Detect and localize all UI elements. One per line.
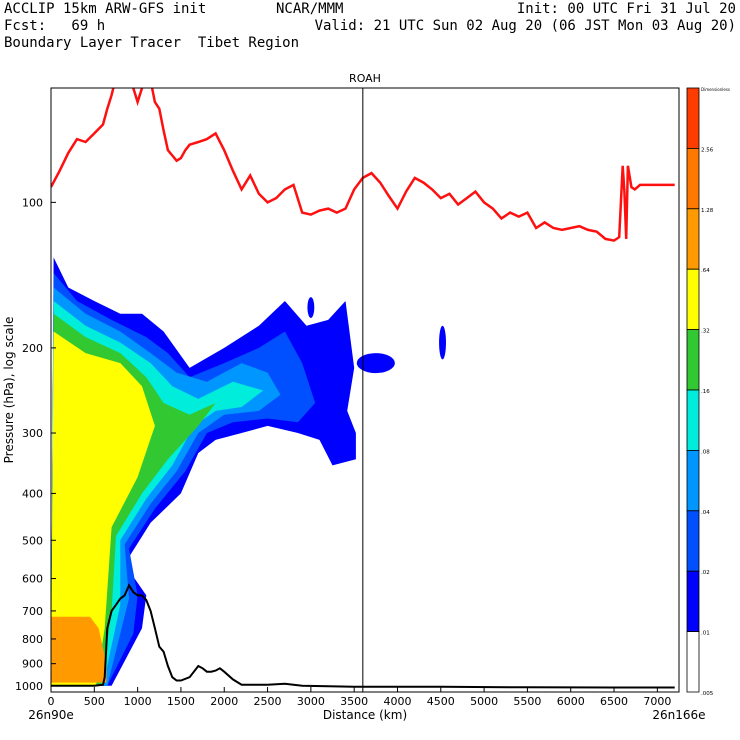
colorbar-swatch — [686, 631, 700, 693]
tracer-blob-1 — [439, 325, 446, 360]
x-axis-label: Distance (km) — [323, 708, 407, 722]
colorbar-label: .005 — [701, 691, 714, 697]
x-tick-label: 4500 — [427, 695, 455, 708]
colorbar-swatch — [686, 570, 700, 633]
plot-frame — [50, 87, 680, 693]
colorbar-swatch — [686, 87, 700, 149]
x-tick-label: 6500 — [600, 695, 628, 708]
colorbar-label: .16 — [701, 389, 710, 395]
colorbar-swatch — [686, 268, 700, 331]
terrain-line — [51, 583, 675, 689]
header-line2-right: Valid: 21 UTC Sun 02 Aug 20 (06 JST Mon … — [314, 18, 736, 34]
colorbar-label: .01 — [701, 631, 710, 637]
header-line1-mid: NCAR/MMM — [276, 1, 344, 17]
x-tick-label: 1500 — [167, 695, 195, 708]
y-axis-label: Pressure (hPa), log scale — [2, 317, 16, 464]
x-tick-label: 2500 — [254, 695, 282, 708]
colorbar-label: .02 — [701, 570, 710, 576]
left-endpoint-label: 26n90e — [28, 708, 74, 722]
x-tick-label: 4000 — [383, 695, 411, 708]
colorbar-swatch — [686, 510, 700, 572]
colorbar-label: Dimensionless — [701, 87, 730, 92]
y-tick-label: 400 — [22, 487, 43, 500]
y-tick-label: 200 — [22, 342, 43, 355]
x-tick-label: 6000 — [557, 695, 585, 708]
y-tick-label: 900 — [22, 658, 43, 671]
x-tick-label: 0 — [48, 695, 55, 708]
x-tick-label: 3500 — [340, 695, 368, 708]
header-line1-right: Init: 00 UTC Fri 31 Jul 20 — [516, 1, 736, 17]
colorbar-label: 1.28 — [701, 208, 714, 214]
y-tick-label: 700 — [22, 605, 43, 618]
tracer-blob-0 — [356, 353, 395, 374]
colorbar-label: .64 — [701, 268, 710, 274]
x-tick-label: 500 — [84, 695, 105, 708]
colorbar-label: .08 — [701, 449, 710, 455]
colorbar-swatch — [686, 147, 700, 210]
tracer-shade-6 — [51, 616, 107, 683]
y-tick-label: 600 — [22, 573, 43, 586]
colorbar-swatch — [686, 329, 700, 391]
colorbar-swatch — [686, 389, 700, 451]
right-endpoint-label: 26n166e — [652, 708, 705, 722]
y-tick-label: 300 — [22, 427, 43, 440]
chart-title: ROAH — [349, 72, 381, 85]
y-tick-label: 800 — [22, 633, 43, 646]
header-line2-left: Fcst: 69 h — [4, 18, 106, 34]
x-tick-label: 5000 — [470, 695, 498, 708]
header-line1-left: ACCLIP 15km ARW-GFS init — [4, 1, 207, 17]
tracer-blob-2 — [307, 297, 315, 318]
x-tick-label: 3000 — [297, 695, 325, 708]
tracer-shade-5 — [51, 331, 155, 686]
header-line3-left: Boundary Layer Tracer Tibet Region — [4, 35, 300, 51]
y-tick-label: 100 — [22, 196, 43, 209]
x-tick-label: 2000 — [210, 695, 238, 708]
x-tick-label: 5500 — [513, 695, 541, 708]
colorbar-label: .04 — [701, 510, 710, 516]
colorbar-label: .32 — [701, 329, 710, 335]
x-tick-label: 7000 — [643, 695, 671, 708]
colorbar-swatch — [686, 208, 700, 270]
x-tick-label: 1000 — [124, 695, 152, 708]
colorbar-label: 2.56 — [701, 147, 714, 153]
y-tick-label: 500 — [22, 534, 43, 547]
tropopause-line — [51, 88, 675, 242]
colorbar-swatch — [686, 449, 700, 512]
y-tick-label: 1000 — [15, 680, 43, 693]
